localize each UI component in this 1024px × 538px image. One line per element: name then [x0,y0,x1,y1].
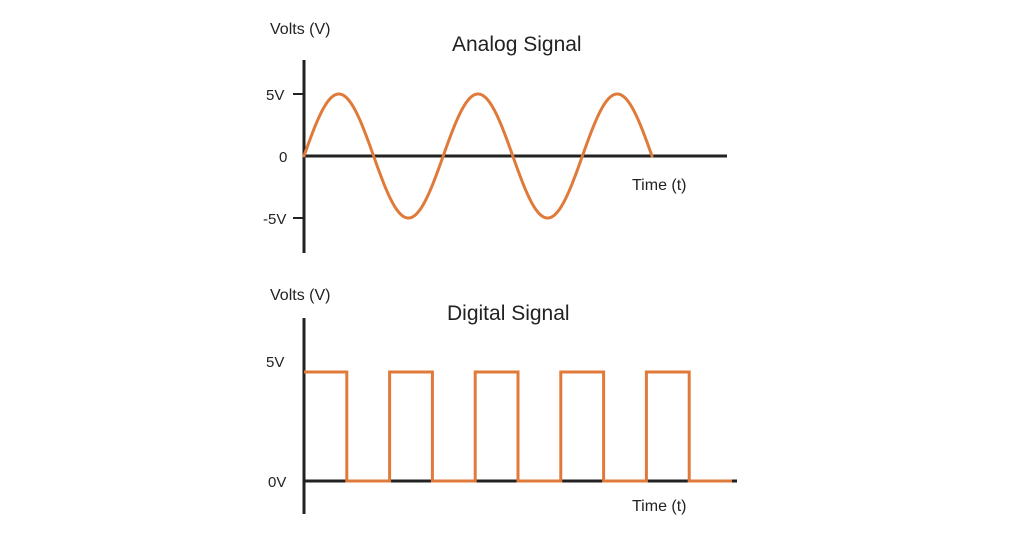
analog-xlabel: Time (t) [632,177,687,194]
digital-chart: Volts (V) Digital Signal 5V 0V Time (t) [266,287,737,515]
digital-ytick-label: 5V [266,354,284,371]
digital-xlabel: Time (t) [632,498,687,515]
analog-signal-line [302,92,654,220]
analog-ylabel: Volts (V) [270,21,330,38]
analog-ytick-label: -5V [263,211,286,228]
digital-ylabel: Volts (V) [270,287,330,304]
analog-ytick-label: 5V [266,87,284,104]
digital-ytick-label: 0V [268,474,286,491]
analog-ytick-label: 0 [279,149,287,166]
digital-signal-line [304,370,732,483]
analog-title: Analog Signal [452,33,582,56]
digital-title: Digital Signal [447,302,570,325]
analog-chart: Volts (V) Analog Signal 5V 0 -5V Time (t… [263,21,727,253]
